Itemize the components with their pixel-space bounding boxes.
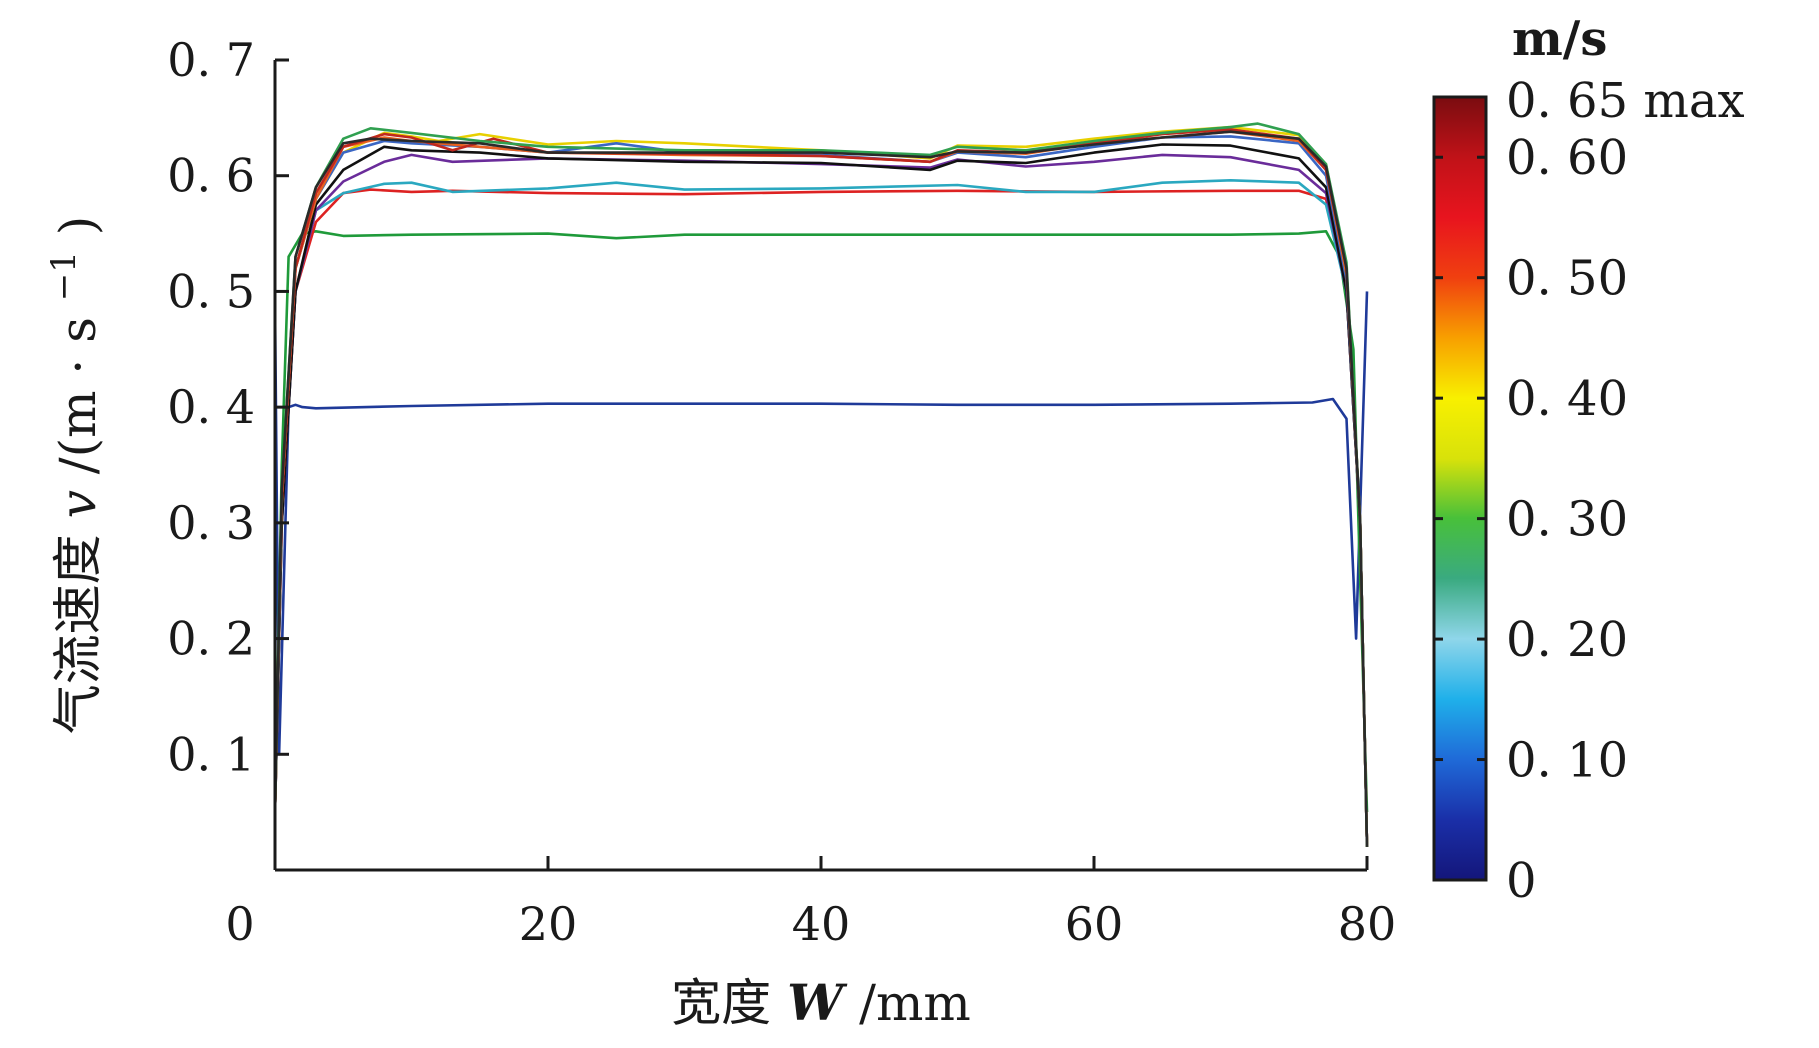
x-tick-label: 20 <box>519 897 578 951</box>
y-tick-label: 0. 3 <box>167 496 255 550</box>
colorbar: m/s 0 0. 10 0. 20 0. 30 0. 40 0. 50 0. 60 0. 6… <box>1432 11 1745 909</box>
x-tick-label: 0 <box>225 897 254 951</box>
series-line-8 <box>273 135 1369 847</box>
x-tick-label: 60 <box>1065 897 1124 951</box>
series-line-2 <box>273 230 1369 813</box>
series-line-6 <box>273 143 1369 847</box>
series-line-5 <box>273 153 1369 847</box>
y-axis-label: 气流速度 v /(m · s −1 ) <box>44 216 107 735</box>
x-tick-label: 40 <box>792 897 851 951</box>
colorbar-tick-label: 0 <box>1506 853 1537 909</box>
colorbar-unit-label: m/s <box>1512 11 1607 67</box>
x-axis-label: 宽度 W /mm <box>671 973 971 1032</box>
series-line-3 <box>273 188 1369 847</box>
y-tick-label: 0. 1 <box>167 727 255 781</box>
y-tick-label: 0. 2 <box>167 612 255 666</box>
y-ticks: 0. 1 0. 2 0. 3 0. 4 0. 5 0. 6 0. 7 <box>167 33 289 781</box>
colorbar-gradient <box>1432 95 1488 882</box>
colorbar-ticks: 0 0. 10 0. 20 0. 30 0. 40 0. 50 0. 60 <box>1434 130 1628 909</box>
y-tick-label: 0. 6 <box>167 149 255 203</box>
colorbar-tick-label: 0. 60 <box>1506 130 1628 186</box>
series-line-9 <box>273 130 1369 847</box>
y-tick-label: 0. 5 <box>167 264 255 318</box>
y-label-var: v <box>49 490 107 518</box>
x-ticks: 0 20 40 60 80 <box>225 856 1396 951</box>
series-line-12 <box>273 130 1369 847</box>
y-tick-label: 0. 4 <box>167 380 255 434</box>
y-tick-label: 0. 7 <box>167 33 255 87</box>
x-tick-label: 80 <box>1338 897 1397 951</box>
y-label-unit: /(m · s <box>49 317 107 474</box>
colorbar-max-label: 0. 65 max <box>1506 73 1745 129</box>
colorbar-tick-label: 0. 10 <box>1506 733 1628 789</box>
x-label-unit: /mm <box>859 974 971 1032</box>
series-layer <box>273 122 1369 847</box>
colorbar-tick-label: 0. 20 <box>1506 612 1628 668</box>
colorbar-tick-label: 0. 30 <box>1506 492 1628 548</box>
series-line-11 <box>273 122 1369 847</box>
colorbar-tick-label: 0. 50 <box>1506 251 1628 307</box>
y-label-exp: −1 <box>44 251 84 301</box>
y-label-close: ) <box>49 216 107 236</box>
series-line-10 <box>273 128 1369 847</box>
y-label-prefix: 气流速度 <box>49 534 107 734</box>
series-line-4 <box>273 179 1369 847</box>
x-label-var: W <box>787 973 848 1032</box>
x-label-prefix: 宽度 <box>671 974 771 1032</box>
series-line-1 <box>273 291 1369 756</box>
colorbar-tick-label: 0. 40 <box>1506 371 1628 427</box>
